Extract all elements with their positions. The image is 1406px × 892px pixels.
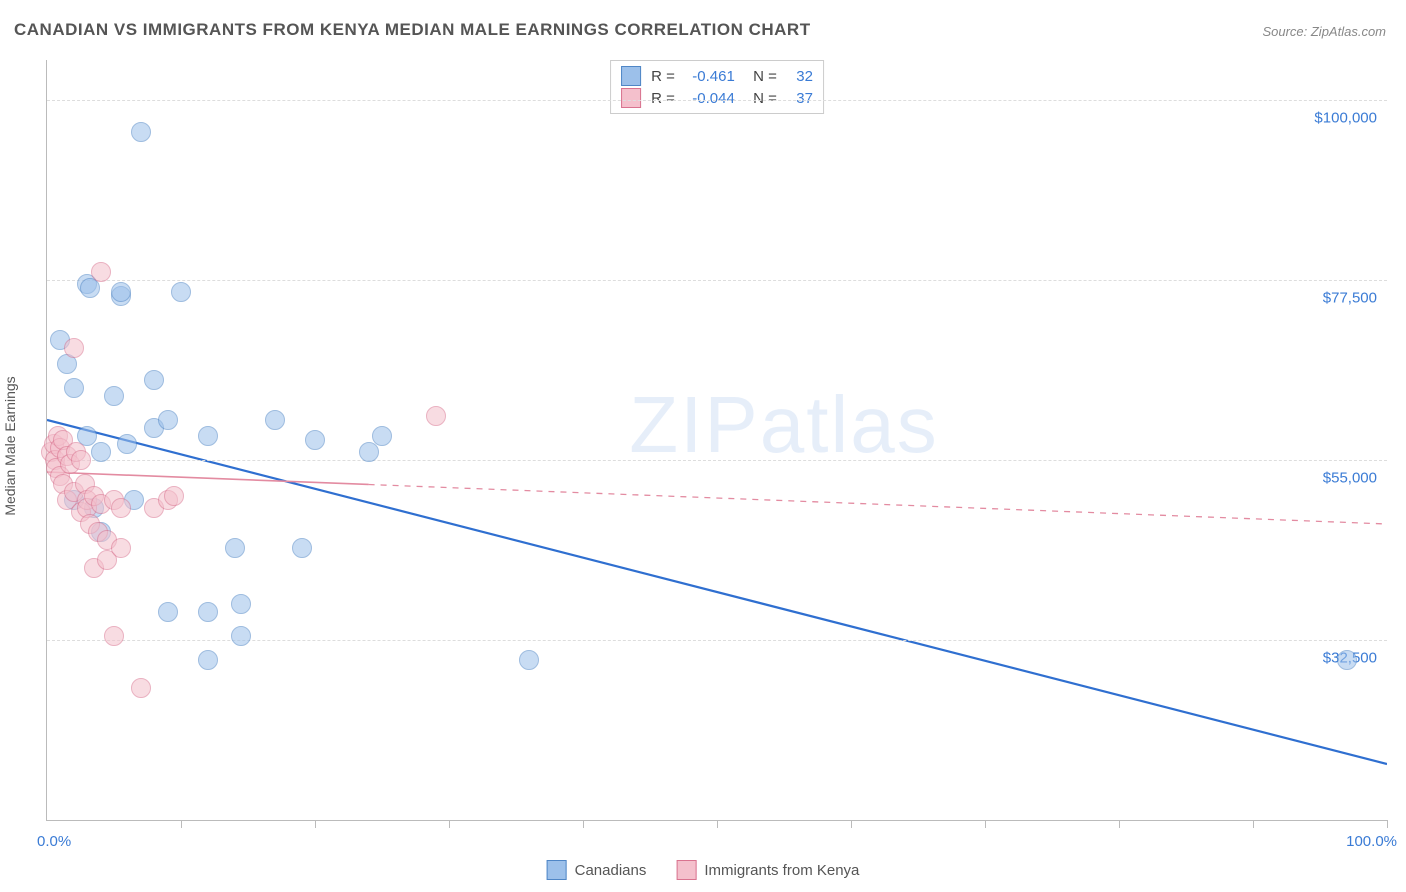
x-tick	[1387, 820, 1388, 828]
legend-label: Canadians	[575, 862, 647, 879]
x-tick	[851, 820, 852, 828]
x-tick	[1253, 820, 1254, 828]
data-point	[111, 538, 131, 558]
gridline	[47, 280, 1387, 281]
data-point	[198, 602, 218, 622]
legend-label: Immigrants from Kenya	[704, 862, 859, 879]
legend-n-value: 37	[787, 90, 813, 107]
gridline	[47, 100, 1387, 101]
legend-n-key: N =	[745, 90, 777, 107]
gridline	[47, 460, 1387, 461]
data-point	[111, 498, 131, 518]
data-point	[104, 626, 124, 646]
scatter-plot: ZIPatlas R =-0.461 N =32R =-0.044 N =37 …	[46, 60, 1387, 821]
legend-swatch	[621, 66, 641, 86]
data-point	[158, 602, 178, 622]
data-point	[292, 538, 312, 558]
y-tick-label: $100,000	[1314, 110, 1377, 127]
trend-lines	[47, 60, 1387, 820]
data-point	[231, 594, 251, 614]
data-point	[372, 426, 392, 446]
data-point	[426, 406, 446, 426]
watermark: ZIPatlas	[629, 379, 938, 471]
data-point	[305, 430, 325, 450]
data-point	[131, 678, 151, 698]
x-tick	[315, 820, 316, 828]
data-point	[71, 450, 91, 470]
legend-swatch	[621, 88, 641, 108]
data-point	[131, 122, 151, 142]
x-tick	[181, 820, 182, 828]
data-point	[64, 378, 84, 398]
data-point	[91, 442, 111, 462]
x-axis-min-label: 0.0%	[37, 833, 71, 850]
legend-n-key: N =	[745, 68, 777, 85]
legend-r-key: R =	[651, 68, 675, 85]
data-point	[519, 650, 539, 670]
legend-n-value: 32	[787, 68, 813, 85]
legend-r-value: -0.044	[685, 90, 735, 107]
data-point	[198, 426, 218, 446]
x-tick	[449, 820, 450, 828]
series-legend: Canadians Immigrants from Kenya	[547, 860, 860, 880]
y-tick-label: $55,000	[1323, 470, 1377, 487]
x-tick	[985, 820, 986, 828]
x-axis-max-label: 100.0%	[1346, 833, 1397, 850]
data-point	[91, 262, 111, 282]
correlation-legend: R = -0.461 N = 32 R = -0.044 N = 37	[610, 60, 824, 114]
data-point	[1337, 650, 1357, 670]
data-point	[144, 370, 164, 390]
legend-r-key: R =	[651, 90, 675, 107]
legend-swatch	[676, 860, 696, 880]
data-point	[164, 486, 184, 506]
legend-swatch	[547, 860, 567, 880]
data-point	[265, 410, 285, 430]
data-point	[171, 282, 191, 302]
data-point	[117, 434, 137, 454]
legend-item: Immigrants from Kenya	[676, 860, 859, 880]
legend-item: Canadians	[547, 860, 647, 880]
x-tick	[1119, 820, 1120, 828]
data-point	[225, 538, 245, 558]
legend-row: R = -0.461 N = 32	[621, 65, 813, 87]
y-tick-label: $77,500	[1323, 290, 1377, 307]
legend-row: R = -0.044 N = 37	[621, 87, 813, 109]
x-tick	[717, 820, 718, 828]
data-point	[158, 410, 178, 430]
data-point	[359, 442, 379, 462]
y-axis-title: Median Male Earnings	[2, 376, 18, 515]
data-point	[64, 338, 84, 358]
data-point	[231, 626, 251, 646]
source-label: Source: ZipAtlas.com	[1262, 24, 1386, 39]
data-point	[198, 650, 218, 670]
legend-r-value: -0.461	[685, 68, 735, 85]
chart-title: CANADIAN VS IMMIGRANTS FROM KENYA MEDIAN…	[14, 20, 811, 40]
data-point	[111, 282, 131, 302]
data-point	[104, 386, 124, 406]
x-tick	[583, 820, 584, 828]
